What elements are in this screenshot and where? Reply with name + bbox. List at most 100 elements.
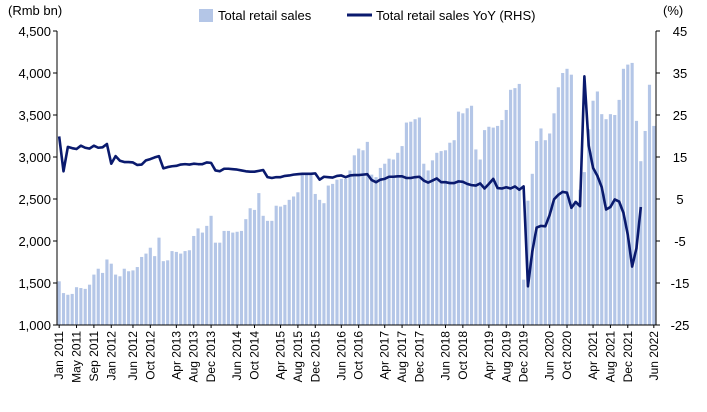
yoy-growth-line — [57, 75, 643, 288]
retail-sales-bar — [456, 111, 461, 325]
x-tick-label: Apr 2013 — [169, 331, 183, 380]
retail-sales-bar — [244, 219, 248, 325]
retail-sales-bar — [439, 151, 443, 325]
retail-sales-bar — [122, 268, 126, 325]
retail-sales-bar — [135, 267, 139, 325]
retail-sales-bar — [235, 231, 239, 325]
x-tick-label: Dec 2013 — [204, 331, 218, 383]
retail-sales-bar — [413, 119, 417, 325]
retail-sales-bar — [305, 172, 309, 325]
retail-sales-bar — [187, 250, 191, 325]
retail-sales-bar — [226, 230, 231, 325]
retail-sales-bar — [87, 284, 92, 325]
x-tick-label: Dec 2019 — [517, 331, 531, 383]
retail-sales-bar — [348, 170, 352, 325]
x-tick-label: Jun 2012 — [126, 331, 140, 381]
right-tick-label: 35 — [673, 66, 687, 81]
retail-sales-bar — [396, 152, 400, 325]
left-tick-label: 4,500 — [18, 24, 51, 39]
retail-sales-bar — [513, 88, 517, 326]
x-tick-label: Oct 2012 — [143, 331, 157, 380]
retail-sales-bar — [144, 253, 148, 325]
retail-sales-bar — [409, 121, 413, 325]
retail-sales-bar — [491, 127, 495, 325]
retail-sales-bar — [617, 99, 621, 325]
bars-layer — [57, 62, 656, 326]
retail-sales-bar — [257, 193, 261, 325]
retail-sales-bar — [556, 87, 560, 325]
retail-sales-bar — [309, 173, 313, 325]
retail-sales-bar — [322, 203, 326, 325]
retail-sales-bar — [291, 196, 296, 325]
retail-sales-bar — [430, 160, 435, 325]
retail-sales-bar — [318, 199, 322, 325]
x-tick-label: Dec 2015 — [308, 331, 322, 383]
retail-sales-bar — [183, 251, 187, 325]
retail-sales-bar — [101, 272, 105, 325]
retail-sales-bar — [613, 115, 617, 325]
retail-sales-bar — [487, 126, 491, 325]
retail-sales-bar — [626, 64, 630, 325]
retail-sales-bar — [374, 177, 378, 325]
retail-sales-bar — [287, 199, 291, 325]
retail-sales-bar — [574, 200, 578, 325]
retail-sales-bar — [83, 288, 87, 325]
retail-sales-bar — [461, 113, 465, 325]
retail-sales-bar — [326, 185, 330, 325]
retail-sales-bar — [252, 209, 257, 325]
x-tick-label: Aug 2017 — [395, 331, 409, 383]
retail-sales-bar — [469, 105, 474, 325]
retail-sales-bar — [296, 192, 300, 325]
retail-sales-bar — [131, 270, 135, 325]
x-tick-label: Jan 2011 — [52, 331, 66, 380]
x-tick-label: Dec 2021 — [621, 331, 635, 383]
right-tick-label: -25 — [671, 318, 690, 333]
retail-sales-bar — [352, 155, 356, 325]
retail-sales-bar — [496, 125, 500, 325]
retail-sales-bar — [543, 140, 547, 325]
retail-sales-bar — [283, 204, 287, 325]
retail-sales-bar — [270, 220, 274, 325]
retail-sales-bar — [357, 148, 361, 325]
retail-sales-bar — [109, 263, 113, 325]
retail-sales-bar — [261, 215, 265, 325]
retail-sales-bar — [66, 294, 70, 325]
left-tick-label: 2,000 — [18, 234, 51, 249]
ticks-layer: 1,000 1,500 2,000 2,500 3,000 3,500 4,000 4,500… — [18, 24, 689, 383]
retail-sales-bar — [643, 130, 647, 325]
retail-sales-bar — [517, 83, 521, 325]
retail-sales-bar — [61, 293, 66, 325]
retail-sales-bar — [161, 261, 165, 325]
left-tick-label: 1,000 — [18, 318, 51, 333]
retail-sales-bar — [604, 119, 608, 325]
retail-sales-bar — [239, 230, 244, 325]
retail-sales-bar — [587, 129, 591, 325]
retail-sales-bar — [634, 120, 639, 325]
left-tick-label: 3,000 — [18, 150, 51, 165]
retail-sales-bar — [265, 220, 270, 325]
right-tick-label: 15 — [673, 150, 687, 165]
left-tick-label: 2,500 — [18, 192, 51, 207]
left-axis-unit: (Rmb bn) — [8, 3, 62, 18]
left-tick-label: 4,000 — [18, 66, 51, 81]
legend-bar-label: Total retail sales — [218, 8, 312, 23]
retail-sales-bar — [600, 114, 604, 325]
retail-sales-bar — [522, 279, 526, 325]
retail-sales-bar — [591, 100, 595, 325]
retail-sales-bar — [417, 117, 422, 326]
retail-sales-bar — [218, 242, 222, 325]
x-tick-label: Jun 2020 — [543, 331, 557, 381]
retail-sales-bar — [500, 120, 504, 325]
retail-sales-bar — [561, 73, 565, 325]
retail-sales-bar — [452, 140, 456, 325]
line-layer — [57, 75, 643, 288]
retail-sales-bar — [231, 232, 235, 325]
retail-sales-bar — [274, 205, 278, 325]
x-tick-label: Apr 2021 — [586, 331, 600, 380]
x-tick-label: Aug 2013 — [187, 331, 201, 383]
retail-sales-bar — [504, 109, 508, 326]
retail-sales-bar — [313, 193, 317, 325]
retail-sales-bar — [70, 293, 74, 325]
x-tick-label: Aug 2015 — [291, 331, 305, 383]
